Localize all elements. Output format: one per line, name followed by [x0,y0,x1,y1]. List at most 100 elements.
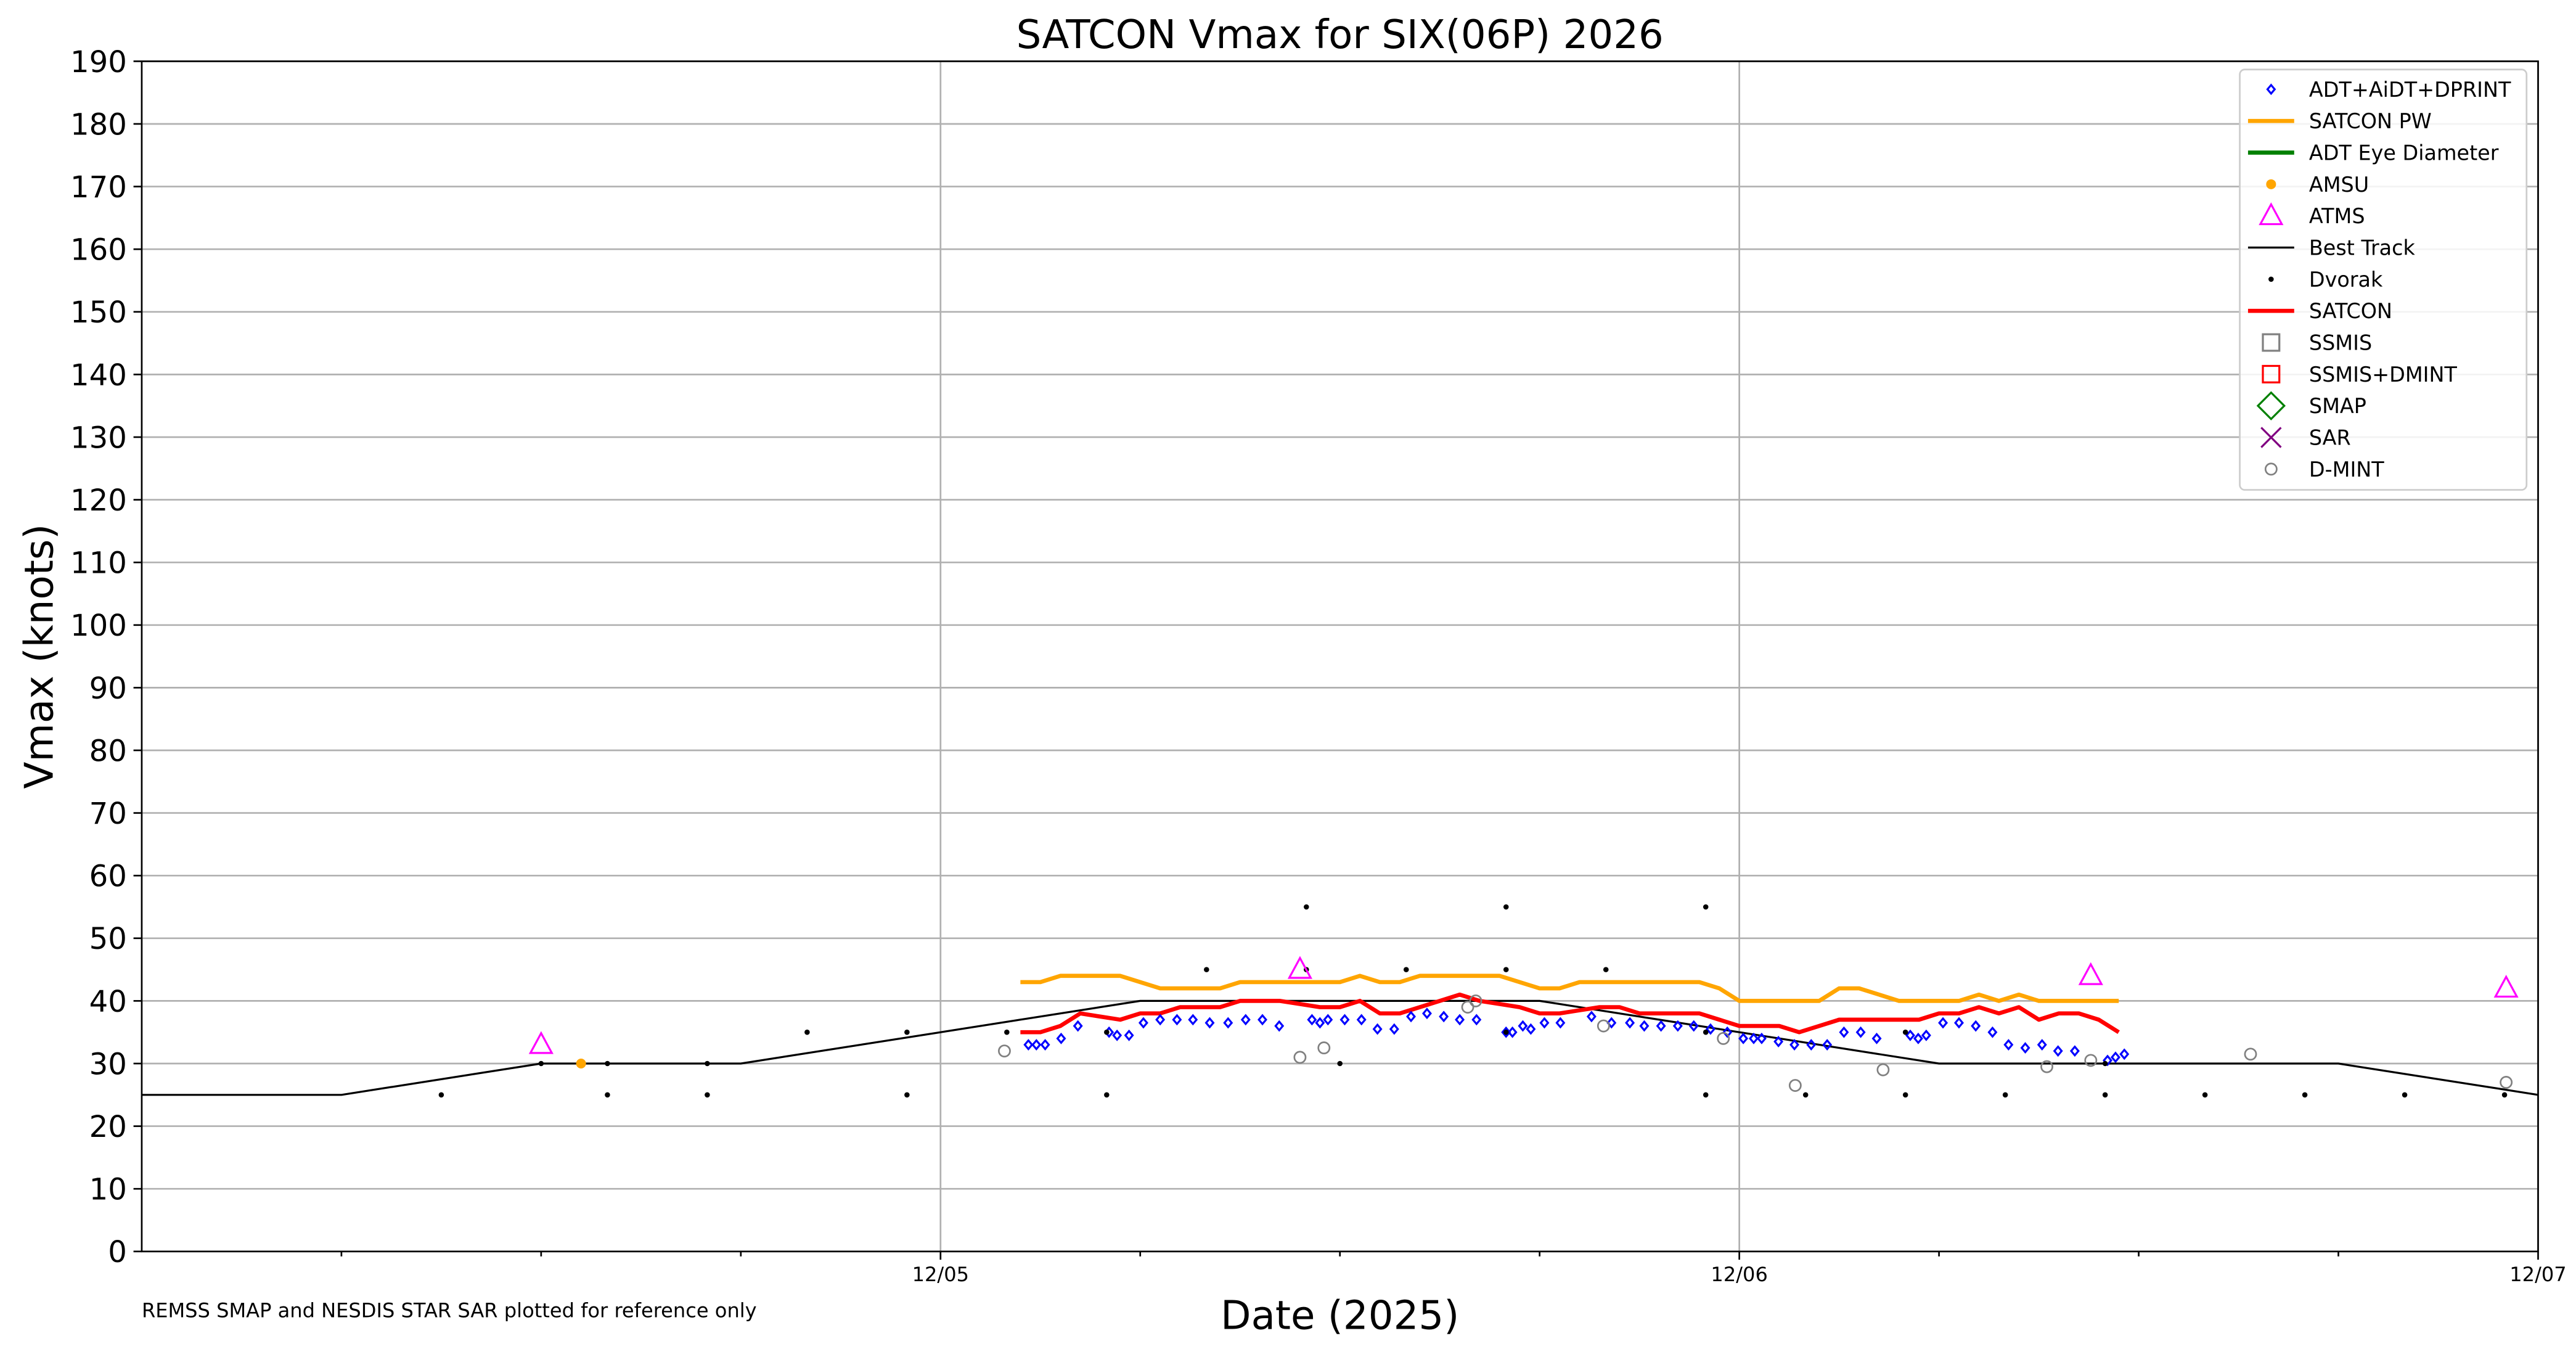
dot-marker [904,1029,910,1035]
dot-marker [1104,1029,1110,1035]
legend-label: SAR [2309,426,2351,450]
diamond-marker [1257,1014,1268,1026]
diamond-marker [1339,1014,1350,1026]
diamond-marker [1223,1017,1233,1029]
cross-marker [2260,427,2282,448]
square-marker [2262,364,2281,383]
dot-marker [1337,1060,1343,1067]
diamond-marker [1913,1032,1923,1044]
y-tick-label: 110 [70,546,127,581]
x-tick-label: 12/05 [912,1263,969,1286]
legend-label: AMSU [2309,173,2369,197]
dot-marker [1503,904,1509,910]
diamond-marker [1606,1017,1617,1029]
dot-marker [804,1029,810,1035]
dot-marker [2402,1092,2408,1098]
diamond-marker [2069,1045,2080,1057]
point-marker [2266,179,2276,189]
diamond-marker [1738,1032,1749,1044]
legend-label: ADT+AiDT+DPRINT [2309,78,2511,102]
y-tick-label: 100 [70,609,127,643]
legend-label: Best Track [2309,236,2416,260]
circle-marker [2040,1060,2053,1073]
diamond-marker [1124,1029,1134,1041]
diamond-marker [1789,1039,1800,1051]
y-tick-label: 120 [70,483,127,518]
diamond-marker [2020,1042,2030,1054]
diamond-marker [2119,1048,2130,1060]
plot-frame [141,60,2539,1253]
y-axis-label: Vmax (knots) [17,524,63,789]
triangle-marker [2078,962,2103,985]
legend-label: ADT Eye Diameter [2309,141,2499,165]
diamond-marker [1871,1032,1882,1044]
y-tick-label: 60 [89,859,127,894]
diamond-marker [1112,1029,1122,1041]
diamond-marker [1938,1017,1948,1029]
dot-marker [2268,276,2274,282]
diamond-marker [1389,1023,1399,1035]
diamond-marker [1672,1020,1683,1032]
y-tick-label: 30 [89,1047,127,1081]
dot-marker [705,1092,710,1098]
legend-label: SATCON PW [2309,109,2432,133]
diamond-marker [1204,1017,1215,1029]
diamond-marker [2037,1039,2047,1051]
legend-label: SSMIS+DMINT [2309,363,2458,387]
circle-marker [2264,462,2278,476]
dot-marker [2002,1092,2008,1098]
chart-title: SATCON Vmax for SIX(06P) 2026 [1016,12,1664,58]
circle-marker [1461,1001,1474,1014]
diamond-marker [1539,1017,1550,1029]
dot-marker [438,1092,444,1098]
diamond-marker [1455,1014,1465,1026]
dot-marker [1503,1029,1509,1035]
circle-marker [1717,1031,1730,1045]
circle-marker [1469,994,1482,1007]
dot-marker [2202,1092,2208,1098]
dot-marker [1304,904,1309,910]
y-tick-label: 80 [89,734,127,768]
diamond-marker [1240,1014,1251,1026]
circle-marker [2500,1076,2513,1089]
diamond-marker [1307,1014,1317,1026]
diamond-marker [1921,1029,1931,1041]
y-tick-label: 70 [89,797,127,831]
diamond-marker [1706,1023,1715,1035]
circle-marker [998,1044,1011,1058]
circle-marker [1597,1019,1610,1033]
dot-marker [2501,1092,2508,1098]
diamond-marker [1356,1014,1367,1026]
diamond-marker [1971,1020,1981,1032]
dot-marker [1104,1092,1110,1098]
diamond-marker [1518,1020,1528,1032]
diamond-marker [2053,1045,2063,1057]
dot-marker [2302,1092,2308,1098]
y-tick-label: 180 [70,107,127,142]
legend-label: ATMS [2309,204,2365,228]
diamond-marker [1639,1020,1650,1032]
diamond-marker [1806,1039,1817,1051]
diamond-marker [1372,1023,1383,1035]
diamond-marker [1172,1014,1182,1026]
diamond-marker [2111,1051,2120,1064]
dot-marker [904,1092,910,1098]
point-marker [576,1058,586,1069]
y-tick-label: 40 [89,985,127,1019]
legend-label: SATCON [2309,299,2392,323]
circle-marker [1293,1051,1307,1064]
diamond-marker [1056,1032,1066,1044]
y-tick-label: 190 [70,45,127,80]
diamond-marker [1274,1020,1285,1032]
diamond-marker [1040,1039,1050,1051]
dot-marker [705,1060,710,1067]
square-marker [2262,333,2281,352]
diamond-marker [2266,83,2276,96]
diamond-marker [1023,1039,1034,1051]
y-tick-label: 10 [89,1173,127,1207]
dot-marker [2102,1060,2108,1067]
y-tick-label: 50 [89,922,127,956]
dot-marker [1503,967,1509,972]
series-line [1020,974,2119,1003]
